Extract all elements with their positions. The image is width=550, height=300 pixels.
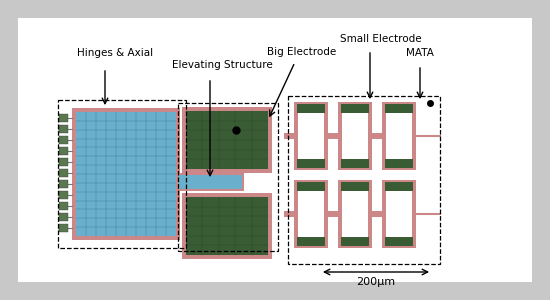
Bar xyxy=(59,202,68,210)
Bar xyxy=(372,211,382,217)
Bar xyxy=(342,112,368,160)
Bar xyxy=(186,111,268,169)
Bar xyxy=(328,133,338,139)
Bar xyxy=(72,108,180,240)
Bar xyxy=(294,180,328,248)
Bar xyxy=(18,18,532,282)
Bar xyxy=(372,133,382,139)
Bar xyxy=(386,190,412,238)
Bar xyxy=(182,193,272,259)
Text: Hinges & Axial: Hinges & Axial xyxy=(77,48,153,58)
Bar xyxy=(328,133,338,139)
Bar xyxy=(341,104,369,113)
Bar xyxy=(338,102,372,170)
Bar xyxy=(385,182,413,191)
Bar xyxy=(59,191,68,199)
Bar xyxy=(59,169,68,177)
Bar xyxy=(59,136,68,144)
Bar xyxy=(58,100,186,248)
Bar xyxy=(186,197,268,255)
Bar xyxy=(372,211,382,217)
Bar xyxy=(297,182,325,191)
Bar xyxy=(298,112,324,160)
Bar xyxy=(182,107,272,173)
Bar xyxy=(59,180,68,188)
Bar xyxy=(385,104,413,113)
Bar xyxy=(342,190,368,238)
Bar xyxy=(341,159,369,168)
Bar xyxy=(59,224,68,232)
Bar xyxy=(284,211,294,217)
Text: 200μm: 200μm xyxy=(356,277,395,287)
Bar xyxy=(297,104,325,113)
Bar xyxy=(59,158,68,166)
Text: Big Electrode: Big Electrode xyxy=(267,47,337,57)
Bar xyxy=(297,159,325,168)
Bar xyxy=(372,133,382,139)
Bar xyxy=(338,180,372,248)
Bar xyxy=(382,102,416,170)
Bar xyxy=(59,125,68,133)
Bar xyxy=(298,190,324,238)
Bar xyxy=(59,213,68,221)
Bar xyxy=(385,237,413,246)
Bar xyxy=(385,159,413,168)
Bar xyxy=(288,96,440,264)
Bar xyxy=(59,114,68,122)
Bar xyxy=(288,96,440,264)
Bar xyxy=(76,112,176,236)
Bar xyxy=(382,180,416,248)
Bar xyxy=(294,102,328,170)
Bar xyxy=(59,147,68,155)
Text: MATA: MATA xyxy=(406,48,434,58)
Bar xyxy=(297,237,325,246)
Bar xyxy=(386,112,412,160)
Bar xyxy=(328,211,338,217)
Bar xyxy=(176,173,244,191)
Bar xyxy=(178,103,278,251)
Bar xyxy=(328,211,338,217)
Bar xyxy=(341,237,369,246)
Bar xyxy=(341,182,369,191)
Bar xyxy=(284,133,294,139)
Text: Elevating Structure: Elevating Structure xyxy=(172,60,272,70)
Text: Small Electrode: Small Electrode xyxy=(340,34,422,44)
Bar xyxy=(178,175,242,189)
